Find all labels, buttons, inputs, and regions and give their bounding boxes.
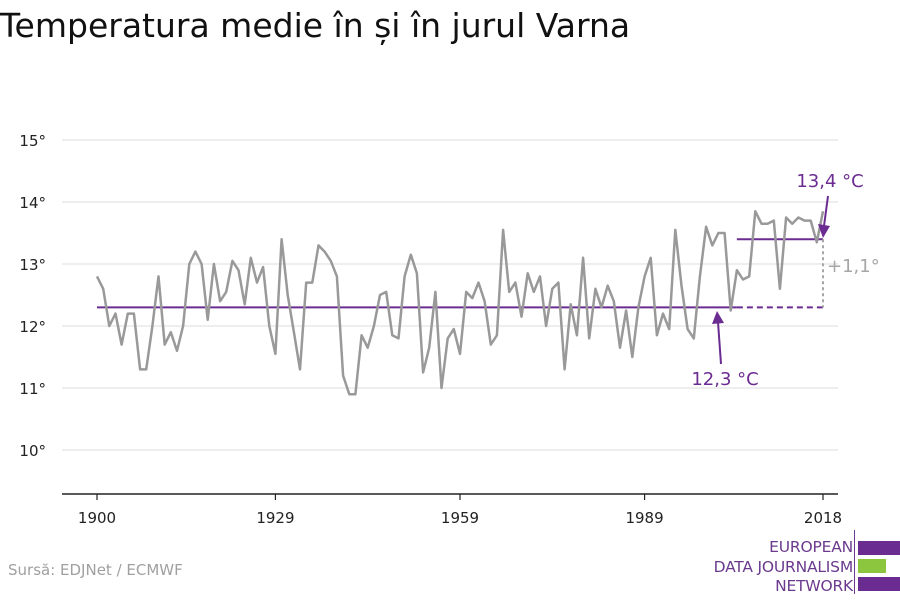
difference-label: +1,1° [827,256,880,277]
logo-line-data-journalism: DATA JOURNALISM [713,557,854,576]
logo-divider [854,530,855,594]
x-tick-label-1900: 1900 [78,509,116,527]
baseline-average-arrowhead [712,311,724,324]
y-tick-label-14: 14° [19,194,46,212]
x-tick-label-2018: 2018 [804,509,842,527]
recent-average-arrow [823,195,829,227]
y-tick-label-11: 11° [19,380,46,398]
source-note: Sursă: EDJNet / ECMWF [8,561,183,579]
gridlines [62,139,838,451]
x-tick-label-1989: 1989 [625,509,663,527]
x-tick-label-1929: 1929 [256,509,294,527]
logo-bar-top [858,541,900,555]
y-tick-label-15: 15° [19,132,46,150]
recent-average-label: 13,4 °C [796,171,863,192]
y-tick-label-10: 10° [19,442,46,460]
baseline-average-label: 12,3 °C [691,369,758,390]
y-tick-label-13: 13° [19,256,46,274]
y-tick-label-12: 12° [19,318,46,336]
logo-text: EUROPEAN DATA JOURNALISM NETWORK [713,538,854,597]
x-axis: 1900 1929 1959 1989 2018 [62,493,842,527]
chart-title: Temperatura medie în și în jurul Varna [0,6,631,45]
annotations: 13,4 °C 12,3 °C +1,1° [691,171,879,390]
average-lines [97,238,824,309]
edjnet-logo: EUROPEAN DATA JOURNALISM NETWORK [710,530,900,597]
logo-bar-bottom [858,577,900,591]
temperature-line [95,210,825,396]
x-tick-label-1959: 1959 [441,509,479,527]
baseline-average-arrow [717,321,722,365]
logo-bar-middle [858,559,886,573]
temperature-series [95,210,825,396]
logo-line-european: EUROPEAN [769,538,853,556]
y-axis-ticks: 10° 11° 12° 13° 14° 15° [19,132,46,460]
logo-line-network: NETWORK [775,577,853,595]
recent-average-arrowhead [818,224,830,238]
